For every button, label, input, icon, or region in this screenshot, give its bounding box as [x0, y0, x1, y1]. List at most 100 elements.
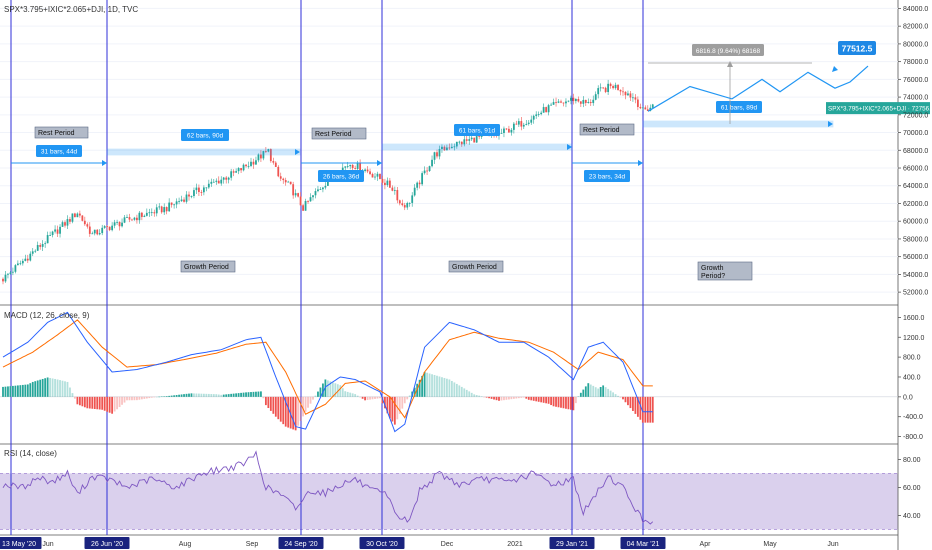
x-tick-label: Jun	[827, 541, 838, 548]
macd-histogram-bar	[572, 396, 575, 411]
candle-body	[599, 87, 602, 89]
macd-histogram-bar	[450, 380, 453, 397]
macd-histogram-bar	[632, 396, 634, 411]
macd-histogram-bar	[165, 396, 168, 397]
candle-body	[478, 136, 481, 137]
macd-histogram-bar	[69, 387, 71, 397]
macd-histogram-bar	[230, 393, 233, 397]
macd-histogram-bar	[312, 396, 314, 400]
macd-histogram-bar	[567, 396, 570, 410]
candle-body	[61, 222, 64, 227]
macd-histogram-bar	[607, 388, 610, 397]
rest-period-label-1: Rest Period	[38, 130, 75, 137]
macd-histogram-bar	[436, 375, 438, 397]
candle-body	[547, 105, 550, 113]
rest-period-label-2: Rest Period	[315, 131, 352, 138]
rest-period-label-3-box	[579, 123, 635, 136]
macd-histogram-bar	[629, 396, 632, 409]
macd-histogram-bar	[292, 396, 295, 430]
macd-histogram-bar	[438, 376, 441, 397]
macd-histogram-bar	[29, 383, 32, 397]
macd-histogram-bar	[148, 396, 151, 399]
bars-range-6-head	[828, 121, 833, 127]
candle-body	[198, 187, 200, 193]
candle-body	[188, 194, 190, 197]
macd-histogram-bar	[639, 396, 642, 420]
macd-histogram-bar	[93, 396, 96, 410]
bars-label-1: 31 bars, 44d	[41, 149, 78, 156]
x-tick-label: 2021	[507, 541, 523, 548]
macd-histogram-bar	[227, 394, 230, 397]
macd-histogram-bar	[217, 394, 220, 397]
x-tick-label: May	[763, 541, 777, 548]
macd-histogram-bar	[463, 388, 466, 397]
macd-histogram-bar	[220, 394, 223, 397]
candle-body	[592, 99, 595, 104]
bars-range-2-head	[295, 149, 300, 155]
macd-histogram-bar	[240, 392, 242, 397]
rsi-tick-label: 80.00	[903, 457, 921, 464]
candle-body	[49, 235, 52, 236]
candle-body	[180, 199, 183, 202]
candle-body	[344, 166, 347, 168]
macd-histogram-bar	[200, 393, 203, 397]
macd-histogram-bar	[354, 394, 357, 397]
macd-histogram-bar	[448, 379, 451, 397]
macd-histogram-bar	[532, 396, 535, 401]
price-tick-label: 78000.0	[903, 59, 928, 66]
rest-period-label-2-box	[311, 127, 367, 140]
macd-histogram-bar	[202, 393, 205, 397]
candle-body	[574, 99, 577, 102]
candle-body	[607, 83, 610, 93]
macd-histogram-bar	[465, 389, 468, 397]
candle-body	[245, 164, 247, 167]
price-tick-label: 80000.0	[903, 41, 928, 48]
macd-histogram-bar	[483, 396, 486, 398]
candle-body	[113, 222, 116, 226]
candle-body	[175, 201, 178, 205]
macd-histogram-bar	[307, 396, 309, 408]
candle-body	[433, 152, 436, 160]
macd-histogram-bar	[453, 382, 456, 397]
macd-histogram-bar	[577, 396, 580, 397]
current-price-label: SPX*3.795+IXIC*2.065+DJI · 72756.6	[828, 106, 932, 113]
macd-histogram-bar	[247, 392, 250, 397]
candle-body	[227, 177, 230, 180]
macd-histogram-bar	[160, 396, 163, 398]
date-marker-label: 30 Oct '20	[366, 541, 398, 548]
candle-body	[74, 213, 76, 218]
macd-histogram-bar	[617, 395, 619, 397]
candle-body	[29, 253, 32, 261]
macd-histogram-bar	[183, 394, 185, 397]
candle-body	[426, 170, 428, 172]
macd-histogram-bar	[460, 386, 463, 397]
rest-period-label-3: Rest Period	[583, 127, 620, 134]
candle-body	[168, 202, 171, 212]
macd-histogram-bar	[574, 396, 577, 404]
candle-body	[19, 263, 22, 265]
macd-histogram-bar	[71, 393, 74, 397]
candle-body	[302, 205, 304, 211]
candle-body	[525, 123, 528, 125]
candle-body	[91, 233, 94, 235]
measure-label-box	[692, 44, 764, 56]
candle-body	[292, 184, 295, 196]
macd-histogram-bar	[398, 396, 401, 414]
price-tick-label: 82000.0	[903, 24, 928, 31]
axes: 84000.0 82000.0 80000.0 78000.0 76000.0 74000…	[0, 6, 928, 549]
candle-body	[503, 128, 505, 133]
macd-histogram-bar	[413, 387, 416, 397]
macd-histogram-bar	[604, 387, 607, 397]
macd-tick-label: 0.0	[903, 394, 913, 401]
candle-body	[54, 229, 56, 232]
macd-histogram-bar	[322, 383, 324, 397]
macd-histogram-bar	[441, 377, 443, 397]
macd-histogram-bar	[118, 396, 121, 408]
candle-body	[403, 205, 406, 208]
forecast-path	[647, 65, 869, 112]
forecast-target-box	[838, 41, 876, 55]
macd-histogram-bar	[478, 395, 481, 397]
candle-body	[398, 200, 401, 204]
macd-histogram-bar	[406, 396, 409, 400]
macd-histogram-bar	[237, 393, 240, 397]
